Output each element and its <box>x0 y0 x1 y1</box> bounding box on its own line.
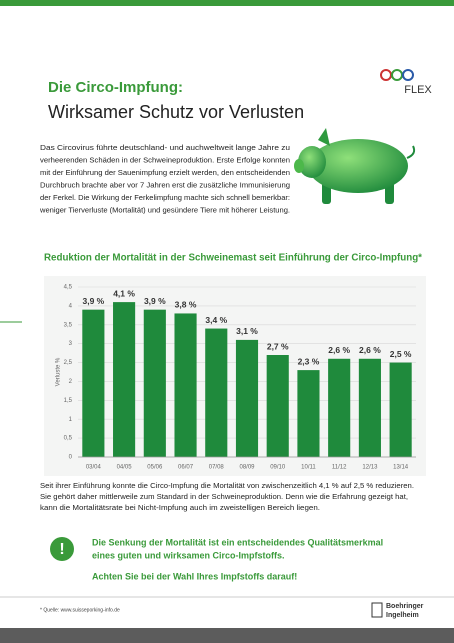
summary-line: Seit ihrer Einführung konnte die Circo-I… <box>40 483 414 490</box>
y-axis-label: Verluste % <box>56 357 62 386</box>
y-tick-label: 2 <box>69 379 73 385</box>
intro: Das Circovirus führte deutschland- und a… <box>39 143 290 215</box>
x-tick-label: 06/07 <box>178 465 194 471</box>
source: * Quelle: www.suisseporking-info.de <box>40 607 120 613</box>
summary-line: kann die Mortalitätsrate bei Nicht-Impfu… <box>40 505 320 512</box>
x-tick-label: 04/05 <box>117 465 133 471</box>
value-label: 4,1 % <box>113 288 135 298</box>
intro-line: der Ferkel. Die Wirkung der Ferkelimpfun… <box>40 193 290 202</box>
value-label: 2,3 % <box>298 356 320 366</box>
y-tick-label: 1,5 <box>64 398 73 404</box>
x-tick-label: 12/13 <box>362 465 378 471</box>
bar <box>358 358 381 457</box>
callout-icon: ! <box>59 541 64 558</box>
bar <box>143 309 166 457</box>
callout-line: Die Senkung der Mortalität ist ein entsc… <box>92 537 383 547</box>
y-tick-label: 4,5 <box>64 285 73 291</box>
x-tick-label: 11/12 <box>332 465 347 471</box>
logo-text: FLEX <box>404 84 432 96</box>
y-tick-label: 1 <box>69 417 73 423</box>
value-label: 2,7 % <box>267 341 289 351</box>
value-label: 3,9 % <box>144 296 166 306</box>
intro-line: mit der Einführung der Sauenimpfung erzi… <box>40 168 290 177</box>
bar <box>235 339 259 457</box>
callout-icon-bg <box>50 537 74 561</box>
footer-bar <box>0 628 454 643</box>
y-tick-label: 0 <box>69 455 73 461</box>
summary: Seit ihrer Einführung konnte die Circo-I… <box>40 483 414 512</box>
summary-line: Sie gehört daher mittlerweile zum Standa… <box>40 494 408 501</box>
pig-illustration <box>294 128 416 204</box>
title: Wirksamer Schutz vor Verlusten <box>48 102 304 122</box>
bar <box>82 309 105 457</box>
value-label: 3,4 % <box>205 315 227 325</box>
brand-line: Ingelheim <box>386 612 419 619</box>
bar <box>113 302 136 457</box>
y-tick-label: 3 <box>69 341 73 347</box>
x-tick-label: 13/14 <box>393 465 409 471</box>
y-tick-label: 4 <box>69 303 73 309</box>
value-label: 2,6 % <box>359 345 381 355</box>
bar <box>205 328 228 457</box>
bar <box>297 370 320 457</box>
brand-line: Boehringer <box>386 603 424 610</box>
bar <box>328 358 351 457</box>
callout: Die Senkung der Mortalität ist ein entsc… <box>92 537 383 560</box>
intro-line: verheerenden Schäden in der Schweineprod… <box>40 155 290 164</box>
x-tick-label: 05/06 <box>147 465 163 471</box>
chart: 0 0,5 1 1,5 2 2,5 3 3,5 4 4,5 03/04 3,9 % 04/05 4,1 %… <box>64 285 416 471</box>
y-tick-label: 2,5 <box>64 360 73 366</box>
flex-logo: FLEX <box>380 69 432 96</box>
callout-note: Achten Sie bei der Wahl Ihres Impfstoffs… <box>92 571 297 581</box>
value-label: 3,8 % <box>175 300 197 310</box>
chart-title: Reduktion der Mortalität in der Schweine… <box>44 253 422 264</box>
kicker: Die Circo-Impfung: <box>48 79 183 96</box>
x-tick-label: 08/09 <box>239 465 255 471</box>
x-tick-label: 03/04 <box>86 465 102 471</box>
intro-line: weniger Tierverluste (Mortalität) und ge… <box>39 205 290 214</box>
bar <box>174 313 197 457</box>
value-label: 3,1 % <box>236 326 258 336</box>
value-label: 2,6 % <box>328 345 350 355</box>
intro-line: Durchbruch brachte aber vor 7 Jahren ers… <box>40 180 290 189</box>
x-tick-label: 10/11 <box>301 465 316 471</box>
brand-logo: Boehringer Ingelheim <box>371 602 424 619</box>
x-tick-label: 07/08 <box>209 465 225 471</box>
callout-line: eines guten und wirksamen Circo-Impfstof… <box>92 550 285 560</box>
intro-line: Das Circovirus führte deutschland- und a… <box>40 143 290 152</box>
bar <box>389 362 412 457</box>
value-label: 3,9 % <box>82 296 104 306</box>
bar <box>266 355 289 457</box>
x-tick-label: 09/10 <box>270 465 286 471</box>
top-bar <box>0 0 454 6</box>
y-tick-label: 3,5 <box>64 322 73 328</box>
value-label: 2,5 % <box>390 349 412 359</box>
y-tick-label: 0,5 <box>64 436 73 442</box>
